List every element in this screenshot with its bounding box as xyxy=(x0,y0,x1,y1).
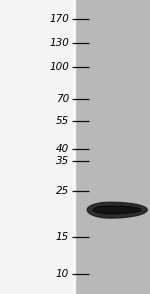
Text: 55: 55 xyxy=(56,116,69,126)
Text: 100: 100 xyxy=(49,62,69,72)
Text: 70: 70 xyxy=(56,94,69,104)
Bar xyxy=(0,0,75,294)
Text: 40: 40 xyxy=(56,144,69,154)
Text: 10: 10 xyxy=(56,269,69,279)
Bar xyxy=(75,0,150,294)
Text: 25: 25 xyxy=(56,186,69,196)
Text: 35: 35 xyxy=(56,156,69,166)
Text: 130: 130 xyxy=(49,38,69,48)
Text: 170: 170 xyxy=(49,14,69,24)
Text: 15: 15 xyxy=(56,233,69,243)
